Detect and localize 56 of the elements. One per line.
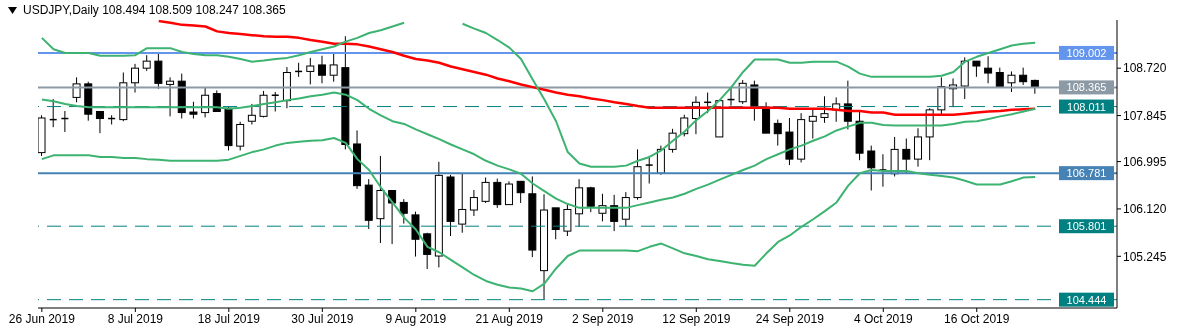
candlestick	[399, 198, 408, 225]
line-series	[40, 137, 1037, 293]
candlestick	[644, 155, 654, 184]
candlestick	[247, 103, 256, 125]
candlestick	[867, 145, 876, 192]
candlestick	[516, 180, 525, 204]
candlestick	[504, 180, 513, 206]
x-tick-label: 12 Sep 2019	[662, 311, 731, 326]
candlestick	[551, 207, 560, 240]
candlestick	[329, 51, 338, 83]
candlestick	[913, 127, 922, 168]
y-tick-label: 107.845	[1123, 108, 1167, 123]
chart-title: USDJPY,Daily 108.494 108.509 108.247 108.365	[23, 3, 286, 17]
candlestick	[131, 63, 139, 94]
candlestick	[458, 173, 467, 234]
candlestick	[166, 76, 175, 117]
x-tick-label: 18 Jul 2019	[197, 311, 261, 326]
candlestick	[481, 177, 490, 204]
candlestick	[563, 204, 572, 237]
x-tick-label: 30 Jul 2019	[291, 311, 354, 326]
candlestick	[270, 91, 280, 112]
candlestick	[984, 55, 993, 84]
ref-line-label: 104.444	[1066, 293, 1107, 306]
ref-line-label: 108.011	[1067, 100, 1106, 113]
x-tick-label: 16 Oct 2019	[944, 311, 1010, 326]
x-tick-label: 21 Aug 2019	[475, 311, 544, 326]
candlestick	[493, 178, 502, 209]
candlestick	[773, 119, 782, 147]
x-tick-label: 2 Sep 2019	[572, 311, 634, 326]
x-tick-label: 26 Jun 2019	[8, 311, 76, 326]
candlestick	[808, 108, 817, 140]
candlestick	[317, 55, 326, 84]
candlestick	[259, 90, 268, 118]
candlestick	[586, 186, 595, 213]
x-tick-label: 24 Sep 2019	[755, 311, 825, 326]
candlestick	[306, 57, 315, 85]
candlestick	[154, 53, 163, 90]
x-tick-label: 8 Jul 2019	[107, 311, 164, 326]
candlestick	[937, 76, 946, 116]
candlestick	[236, 121, 245, 151]
candlestick	[610, 194, 619, 232]
ref-line-label: 108.365	[1066, 81, 1107, 94]
candlestick	[1007, 70, 1016, 93]
x-tick-label: 9 Aug 2019	[385, 311, 447, 326]
y-tick-label: 108.720	[1123, 61, 1167, 76]
candlestick	[621, 191, 630, 227]
ref-line-label: 109.002	[1066, 46, 1107, 59]
ref-line-label: 105.801	[1066, 220, 1107, 233]
ref-line-label: 106.781	[1066, 167, 1107, 180]
candlestick	[820, 95, 829, 124]
y-tick-label: 106.995	[1123, 154, 1167, 169]
y-tick-label: 105.245	[1123, 249, 1167, 264]
candlestick	[469, 189, 478, 217]
y-tick-label: 106.120	[1123, 202, 1167, 217]
x-tick-label: 4 Oct 2019	[853, 311, 913, 326]
candlestick	[95, 110, 104, 134]
